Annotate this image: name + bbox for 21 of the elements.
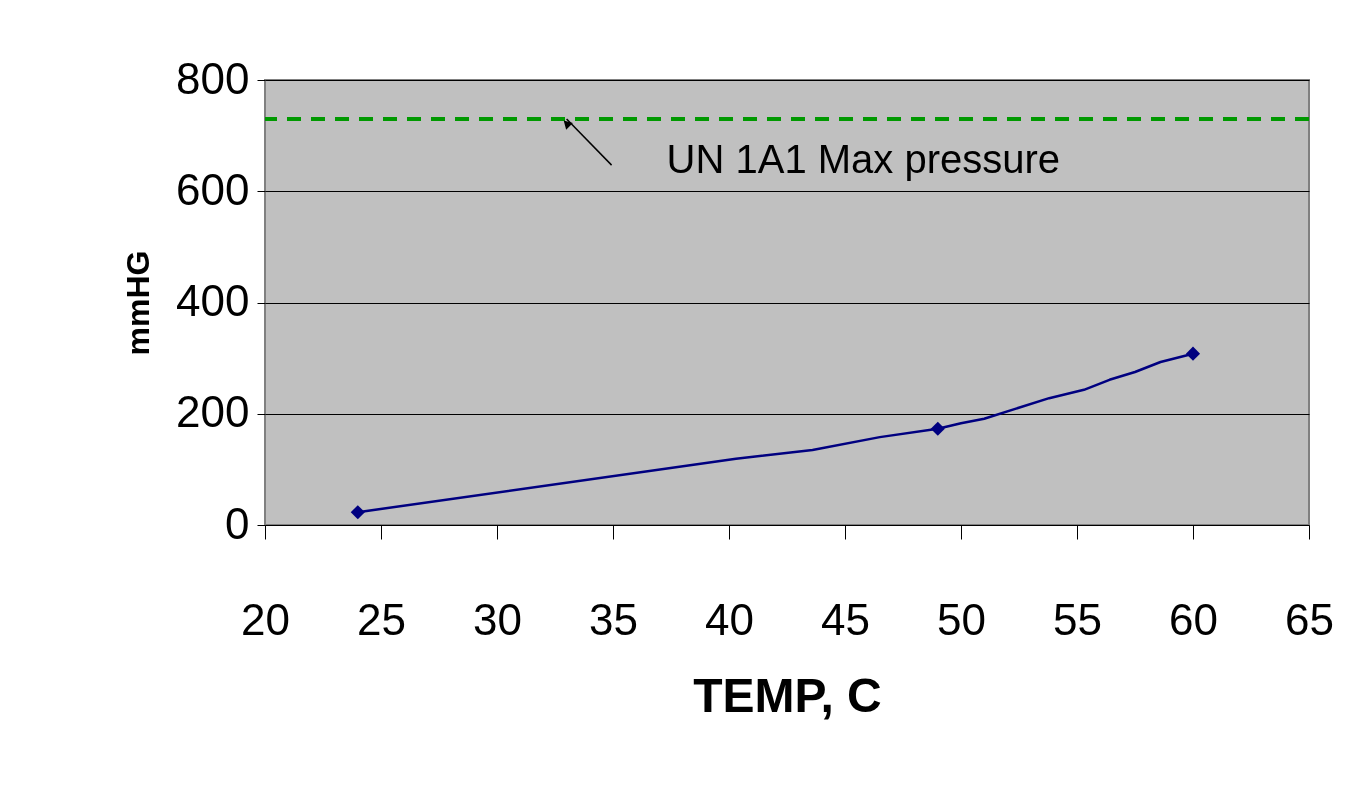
x-tick-label: 65 [1285, 594, 1334, 644]
y-tick-label: 600 [176, 164, 250, 214]
x-tick-label: 60 [1169, 594, 1218, 644]
x-tick-label: 30 [473, 594, 522, 644]
x-tick-label: 20 [241, 594, 290, 644]
y-tick-label: 400 [176, 276, 250, 325]
y-tick-label: 0 [225, 498, 250, 548]
point [1185, 346, 1201, 361]
point [930, 421, 945, 436]
point [350, 505, 365, 520]
x-tick-label: 50 [937, 594, 986, 644]
annotation: UN 1A1 Max pressure [666, 136, 1061, 181]
x-tick-label: 55 [1053, 594, 1102, 644]
x-tick-label: 25 [357, 594, 406, 644]
y-tick-label: 800 [176, 53, 250, 103]
x-tick-label: 40 [705, 594, 754, 644]
x-axis-title: TEMP, C [693, 668, 882, 722]
x-tick-label: 45 [821, 594, 870, 644]
x-tick-label: 35 [589, 594, 638, 644]
y-axis-title: mmHG [120, 250, 157, 356]
y-tick-label: 200 [176, 387, 250, 437]
